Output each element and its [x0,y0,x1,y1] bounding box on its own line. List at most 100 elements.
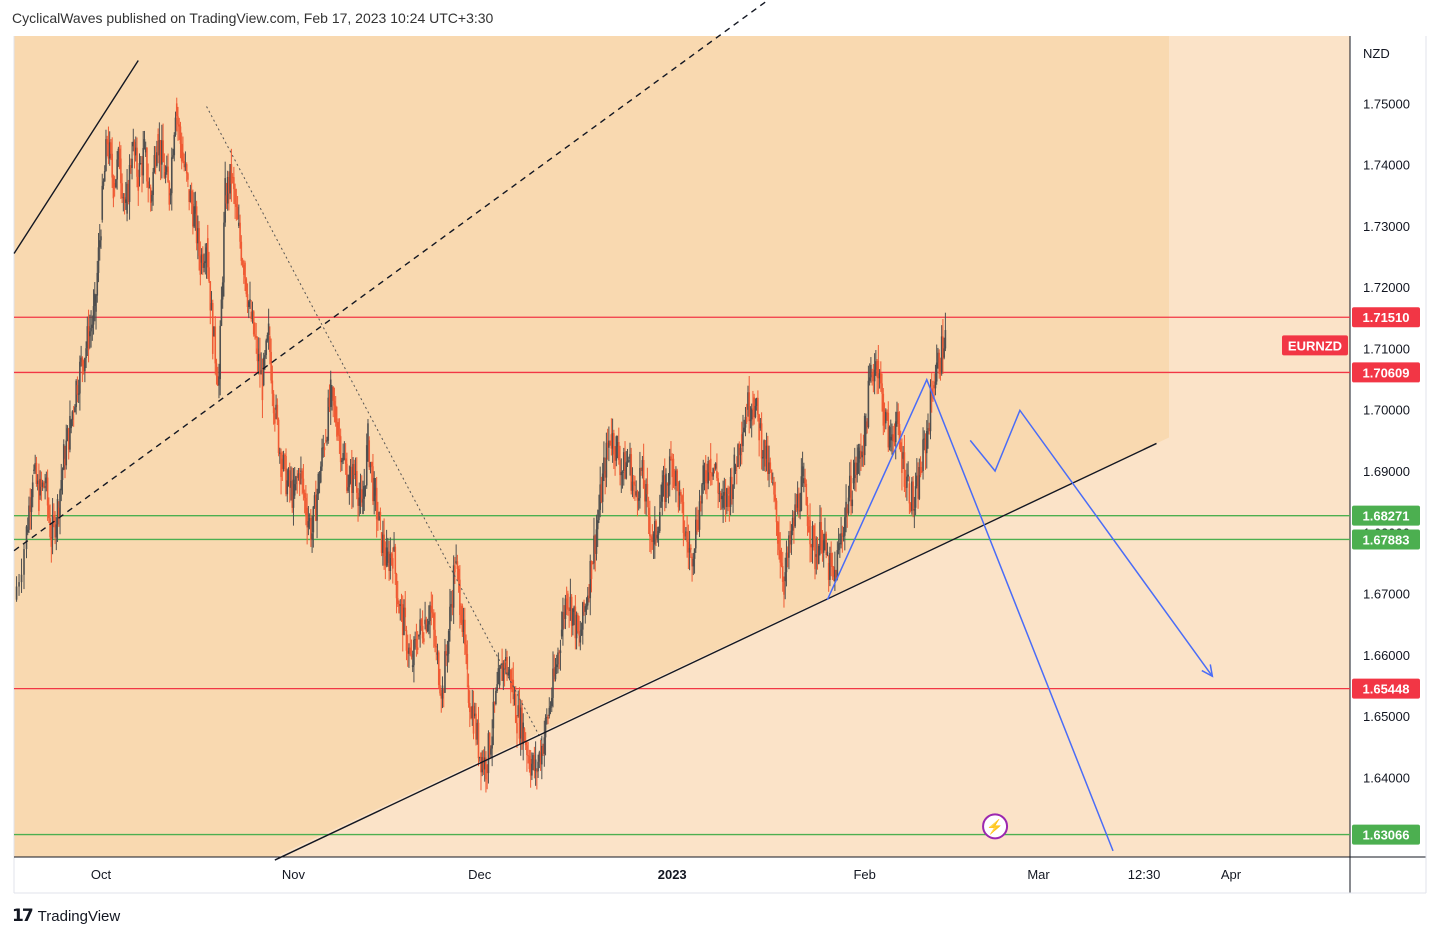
candle-body [316,494,318,521]
candle-body [180,143,183,162]
candle-body [409,647,411,654]
tradingview-footer[interactable]: 17 TradingView [12,906,120,926]
trend-line-solid[interactable] [13,60,139,254]
candle-body [871,372,873,375]
trend-line-solid[interactable] [274,442,1157,861]
candle-body [92,306,95,325]
candle-body [279,452,281,454]
candle-body [840,533,842,545]
candle-body [771,482,774,484]
candle-body [590,560,593,579]
candle-body [183,161,185,168]
candle-body [45,477,48,484]
candle-body [660,501,662,508]
candle-body [50,537,53,547]
candle-body [747,392,749,410]
candle-body [290,480,292,488]
candle-body [933,385,936,389]
candle-body [380,532,383,553]
candle-body [825,533,827,555]
candle-body [688,547,691,553]
candle-body [665,473,667,502]
candle-body [831,566,834,568]
candle-body [488,733,491,755]
candle-body [216,375,219,386]
candle-body [800,476,803,511]
candle-body [760,423,763,459]
x-tick-label: Mar [1027,867,1050,882]
candle-body [942,336,944,358]
candle-body [719,493,722,500]
candle-body [492,701,495,729]
candle-body [285,456,287,495]
candle-body [442,691,445,693]
candle-body [190,190,193,204]
candle-body [721,496,723,500]
candle-body [785,552,788,573]
candle-body [437,652,440,686]
candle-body [902,452,904,459]
candle-body [642,460,645,489]
candle-body [637,498,640,501]
candle-body [139,163,142,165]
candle-body [928,427,931,432]
candle-body [845,501,847,518]
level-price-tag [1352,505,1420,526]
candle-body [883,409,886,424]
candle-body [425,619,428,632]
candle-body [537,761,539,772]
candle-body [469,702,471,713]
candle-body [71,411,74,420]
candle-body [621,471,624,473]
candle-body [293,484,296,496]
lightning-icon[interactable] [982,813,1009,840]
candle-body [254,334,256,337]
candle-body [72,411,75,413]
candle-body [283,454,286,457]
projection-path[interactable] [826,377,1114,852]
candle-body [613,433,615,455]
candle-body [370,462,373,467]
candle-body [616,441,619,447]
candle-body [631,481,634,491]
candle-body [850,475,852,507]
candle-body [311,533,313,540]
candle-body [485,757,487,780]
candle-body [534,759,537,772]
candle-body [699,501,702,504]
candle-body [475,713,477,740]
candle-body [280,452,282,478]
candle-body [698,501,701,530]
candle-body [604,471,606,478]
candle-body [934,381,937,389]
candle-body [893,441,896,443]
candle-body [369,462,372,468]
candle-body [921,471,923,473]
candle-body [365,445,368,486]
candle-body [791,517,794,531]
candle-body [64,458,66,466]
candle-body [343,458,346,460]
candle-body [74,407,76,413]
candle-body [493,701,496,705]
candle-body [363,485,366,499]
candle-body [916,475,918,487]
candle-body [38,480,40,511]
candle-body [348,474,351,488]
candle-body [511,679,513,681]
candle-body [619,460,621,476]
candle-body [436,652,439,655]
candle-body [339,436,342,463]
candle-body [585,605,588,607]
candle-body [318,482,321,484]
candle-body [113,183,116,188]
trend-line-dashed[interactable] [13,0,1256,552]
candle-body [909,503,912,511]
candle-body [483,757,486,770]
candle-body [583,602,585,612]
candle-body [742,432,744,447]
level-price-tag [1352,307,1420,328]
projection-path[interactable] [969,408,1213,677]
